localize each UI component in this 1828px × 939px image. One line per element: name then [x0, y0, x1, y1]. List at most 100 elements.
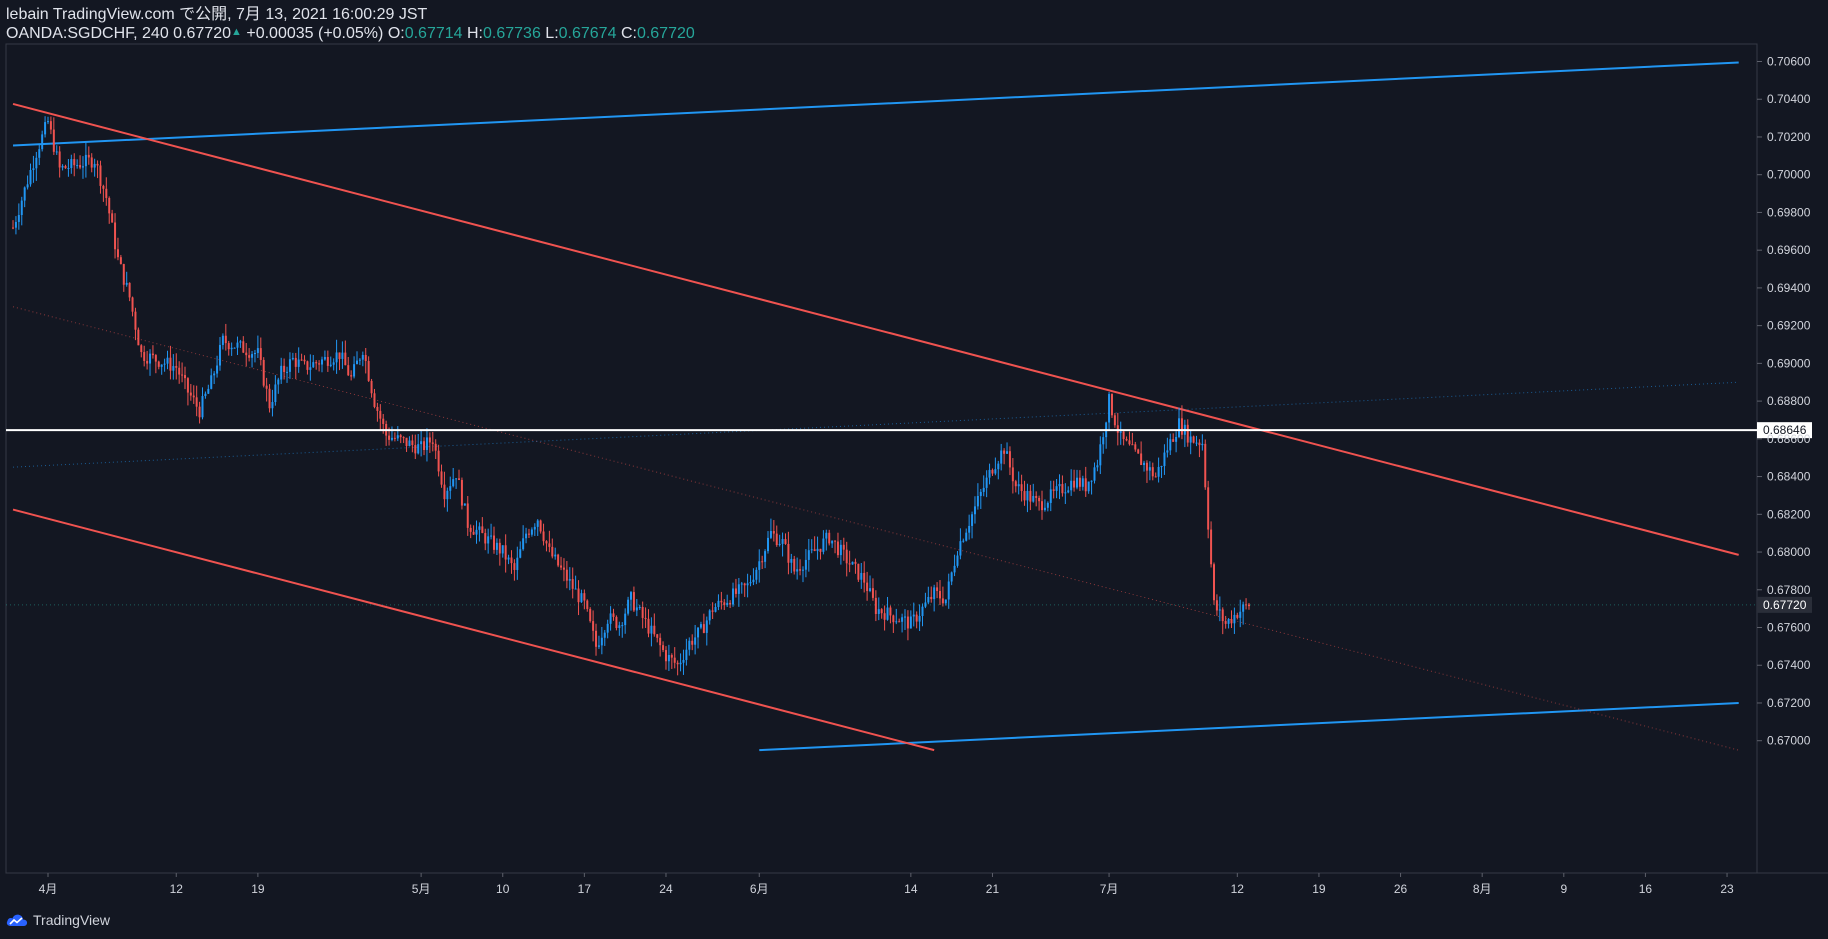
- candle-down: [131, 297, 134, 312]
- candle-down: [189, 392, 192, 396]
- candle-up: [752, 579, 755, 583]
- candle-up: [624, 613, 627, 626]
- candle-up: [947, 581, 950, 600]
- candle-up: [38, 149, 41, 158]
- candle-down: [79, 165, 82, 168]
- candle-up: [810, 549, 813, 551]
- candle-up: [997, 463, 1000, 470]
- candle-up: [688, 640, 691, 650]
- candle-down: [589, 608, 592, 622]
- price-axis-label: 0.69200: [1767, 319, 1811, 333]
- candle-up: [1166, 450, 1169, 453]
- candle-up: [740, 583, 743, 585]
- time-axis-label: 7月: [1100, 882, 1119, 896]
- candle-down: [586, 600, 589, 609]
- price-axis-label: 0.67800: [1767, 583, 1811, 597]
- candle-down: [1011, 467, 1014, 482]
- candle-down: [154, 355, 157, 362]
- candle-down: [1035, 495, 1038, 498]
- candle-up: [530, 529, 533, 535]
- channel-midline: [12, 381, 1739, 468]
- symbol-name[interactable]: OANDA:SGDCHF, 240: [6, 25, 169, 42]
- candle-up: [17, 215, 20, 222]
- candle-up: [918, 615, 921, 622]
- candle-down: [437, 450, 440, 472]
- candle-up: [1148, 467, 1151, 471]
- candle-down: [504, 545, 507, 560]
- time-axis-label: 12: [170, 882, 184, 896]
- candle-up: [35, 157, 38, 169]
- candle-down: [87, 154, 90, 158]
- candle-down: [562, 567, 565, 570]
- candle-down: [664, 650, 667, 662]
- candle-up: [1178, 418, 1181, 437]
- candle-down: [111, 213, 114, 223]
- time-axis-label: 17: [578, 882, 592, 896]
- candle-down: [108, 198, 111, 214]
- candle-up: [207, 388, 210, 394]
- time-axis: 4月 12 19 5月 10 17 24 6月 14 21 7月 12 19 26 8月 9 16 23: [39, 873, 1734, 896]
- candle-up: [912, 614, 915, 617]
- price-axis-label: 0.67000: [1767, 734, 1811, 748]
- price-axis-label: 0.67600: [1767, 621, 1811, 635]
- candle-down: [122, 264, 125, 285]
- open-value: 0.67714: [404, 25, 463, 42]
- candle-down: [143, 352, 146, 361]
- candle-up: [869, 588, 872, 592]
- candle-down: [242, 341, 245, 353]
- candle-down: [393, 437, 396, 439]
- high-label: H:: [467, 25, 483, 42]
- candle-up: [699, 624, 702, 628]
- candle-down: [857, 563, 860, 580]
- candle-down: [845, 549, 848, 564]
- candle-up: [487, 536, 490, 544]
- candle-up: [449, 486, 452, 491]
- candle-up: [630, 592, 632, 600]
- candle-down: [96, 163, 99, 166]
- candle-down: [414, 445, 417, 454]
- candle-up: [221, 335, 224, 345]
- candle-down: [1221, 609, 1224, 622]
- candle-down: [723, 602, 726, 606]
- candle-up: [309, 367, 312, 370]
- candle-up: [933, 587, 936, 600]
- candle-up: [172, 366, 175, 371]
- candle-up: [597, 645, 600, 647]
- candle-up: [839, 544, 842, 556]
- candle-down: [114, 222, 117, 250]
- candle-up: [746, 583, 749, 586]
- candle-down: [498, 542, 501, 554]
- candle-up: [924, 602, 927, 607]
- candle-down: [702, 624, 705, 633]
- candle-up: [163, 363, 166, 365]
- candle-up: [606, 623, 609, 633]
- candle-up: [166, 357, 169, 364]
- candle-up: [985, 477, 988, 488]
- candle-down: [871, 588, 874, 598]
- brand-name[interactable]: TradingView: [33, 912, 111, 928]
- candle-up: [767, 537, 770, 552]
- candle-up: [1064, 492, 1067, 494]
- candle-down: [1125, 439, 1128, 441]
- candle-down: [866, 582, 869, 592]
- candle-up: [160, 364, 163, 367]
- candle-down: [761, 561, 764, 563]
- candle-down: [175, 366, 178, 368]
- candle-up: [14, 221, 17, 228]
- candle-up: [408, 440, 411, 447]
- candle-up: [807, 550, 810, 560]
- candle-up: [737, 584, 740, 594]
- candle-down: [192, 395, 195, 398]
- candle-up: [1163, 452, 1166, 467]
- horizontal-price-label: 0.68646: [1763, 423, 1807, 437]
- price-axis-label: 0.67200: [1767, 696, 1811, 710]
- candle-down: [863, 572, 866, 583]
- candle-down: [560, 565, 563, 568]
- candle-down: [548, 543, 551, 547]
- candle-up: [962, 540, 965, 542]
- candle-up: [580, 593, 583, 603]
- time-axis-label: 21: [986, 882, 1000, 896]
- candle-down: [632, 592, 635, 611]
- candle-up: [1233, 614, 1236, 624]
